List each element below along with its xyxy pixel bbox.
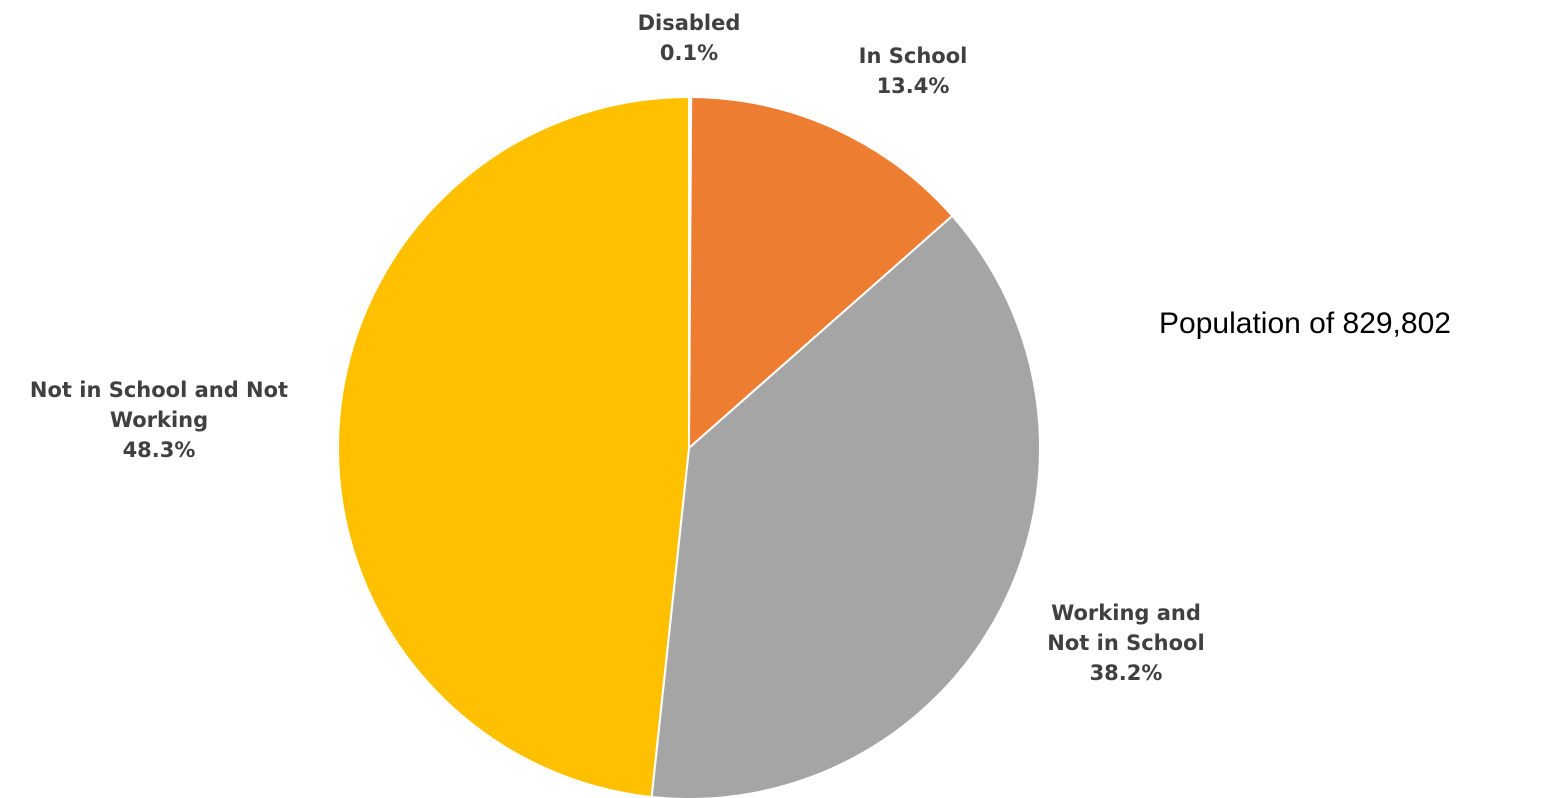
slice-label-in-school: In School 13.4% — [859, 44, 968, 98]
pie-slices — [337, 95, 1041, 798]
pie-slice-not-in-school-and-not-working — [337, 95, 690, 798]
pie-slice-in-school — [687, 96, 954, 451]
slice-labels: Disabled 0.1% In School 13.4% Working and Not… — [30, 11, 1205, 685]
population-annotation: Population of 829,802 — [1159, 307, 1451, 340]
slice-label-disabled: Disabled 0.1% — [638, 11, 741, 65]
slice-label-working-and-not-in-school: Working and Not in School 38.2% — [1047, 601, 1204, 685]
pie-slice-working-and-not-in-school — [650, 214, 1041, 798]
slice-label-not-in-school-and-not-working: Not in School and Not Working 48.3% — [30, 378, 288, 462]
